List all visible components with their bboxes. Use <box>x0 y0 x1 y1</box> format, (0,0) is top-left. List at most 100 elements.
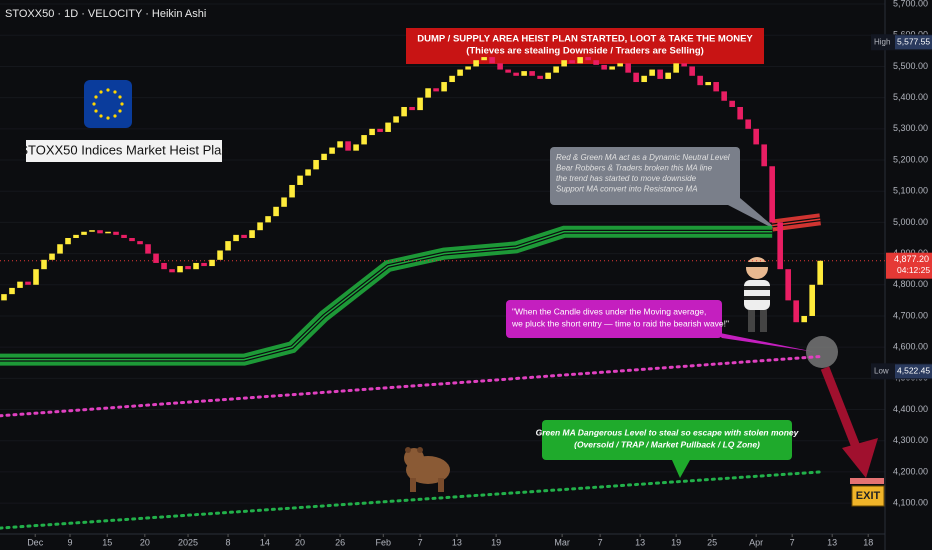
y-tick-label: 5,200.00 <box>893 154 928 164</box>
candle-body <box>433 88 439 92</box>
candle-body <box>761 144 767 167</box>
bear-icon <box>404 447 450 492</box>
x-tick-label: 13 <box>452 537 462 547</box>
candle-body <box>321 153 327 161</box>
candle-body <box>681 63 687 67</box>
x-tick-label: 26 <box>335 537 345 547</box>
x-tick-label: 8 <box>226 537 231 547</box>
y-tick-label: 4,700.00 <box>893 310 928 320</box>
x-tick-label: 13 <box>827 537 837 547</box>
candle-body <box>65 237 71 245</box>
candle-body <box>17 281 23 288</box>
candle-body <box>377 128 383 132</box>
candle-body <box>313 160 319 170</box>
robber-icon <box>744 257 770 332</box>
target-note-tail <box>672 460 690 478</box>
candle-body <box>793 300 799 323</box>
x-tick-label: 7 <box>598 537 603 547</box>
candle-body <box>569 60 575 64</box>
annotation-line: DUMP / SUPPLY AREA HEIST PLAN STARTED, L… <box>417 34 753 45</box>
candle-body <box>345 141 351 151</box>
x-tick-label: 19 <box>491 537 501 547</box>
low-value: 4,522.45 <box>897 366 930 376</box>
candle-body <box>729 100 735 107</box>
candle-body <box>57 244 63 254</box>
candle-body <box>649 69 655 76</box>
candle-body <box>401 106 407 117</box>
x-tick-label: Feb <box>376 537 392 547</box>
banner-box <box>406 28 764 64</box>
candle-body <box>417 97 423 111</box>
annotation-line: (Oversold / TRAP / Market Pullback / LQ … <box>574 439 760 449</box>
annotation-line: we pluck the short entry — time to raid … <box>511 318 729 328</box>
candle-body <box>9 287 15 295</box>
exit-arrow <box>820 366 863 454</box>
ma-band-core <box>0 231 773 361</box>
ma-dotted <box>0 470 822 530</box>
candle-body <box>657 69 663 79</box>
candle-body <box>89 230 95 232</box>
low-value-bg <box>895 364 932 379</box>
candle-body <box>393 116 399 123</box>
candle-body <box>537 75 543 79</box>
candle-body <box>385 122 391 132</box>
candle-body <box>745 119 751 129</box>
candle-body <box>225 241 231 251</box>
candle-body <box>465 66 471 70</box>
candle-body <box>609 66 615 70</box>
x-tick-label: 25 <box>707 537 717 547</box>
y-tick-label: 4,800.00 <box>893 279 928 289</box>
candle-body <box>473 60 479 67</box>
candle-body <box>777 222 783 270</box>
exit-sign <box>851 485 885 507</box>
candle-body <box>441 82 447 92</box>
x-tick-label: Apr <box>749 537 763 547</box>
annotation-line: Green MA Dangerous Level to steal so esc… <box>536 427 800 437</box>
candle-body <box>489 57 495 64</box>
candle-body <box>305 169 311 176</box>
x-tick-label: 19 <box>671 537 681 547</box>
candles <box>1 57 823 323</box>
candle-body <box>449 75 455 83</box>
candle-body <box>529 71 535 76</box>
candle-body <box>1 294 7 301</box>
annotation-line: (Thieves are stealing Downside / Traders… <box>466 46 704 57</box>
candle-body <box>457 69 463 76</box>
high-label: High <box>874 37 890 46</box>
candle-body <box>521 71 527 76</box>
candle-body <box>505 69 511 73</box>
candle-body <box>513 72 519 76</box>
subtitle-box <box>26 140 222 162</box>
candle-body <box>265 216 271 223</box>
candle-body <box>273 206 279 217</box>
candle-body <box>137 241 143 245</box>
candle-body <box>153 253 159 263</box>
annotation-line: Bear Robbers & Traders broken this MA li… <box>556 164 713 173</box>
ma-note-tail <box>728 198 780 232</box>
candle-body <box>177 266 183 273</box>
eu-flag <box>84 80 132 128</box>
countdown: 04:12:25 <box>897 265 930 275</box>
candle-body <box>425 88 431 98</box>
candle-body <box>697 75 703 86</box>
candle-body <box>49 253 55 260</box>
candle-body <box>73 234 79 238</box>
y-tick-label: 5,500.00 <box>893 61 928 71</box>
x-tick-label: Dec <box>27 537 44 547</box>
candle-body <box>257 222 263 231</box>
candle-body <box>665 72 671 79</box>
candle-body <box>241 234 247 238</box>
x-tick-label: 18 <box>863 537 873 547</box>
candle-body <box>25 281 31 285</box>
annotation-line: Red & Green MA act as a Dynamic Neutral … <box>556 153 730 162</box>
candle-body <box>625 63 631 73</box>
annotation-line: "When the Candle dives under the Moving … <box>512 306 706 316</box>
candle-body <box>297 175 303 185</box>
x-tick-label: 2025 <box>178 537 198 547</box>
candle-body <box>753 128 759 145</box>
candle-body <box>129 237 135 242</box>
candle-body <box>409 106 415 111</box>
entry-note-box <box>506 300 722 338</box>
